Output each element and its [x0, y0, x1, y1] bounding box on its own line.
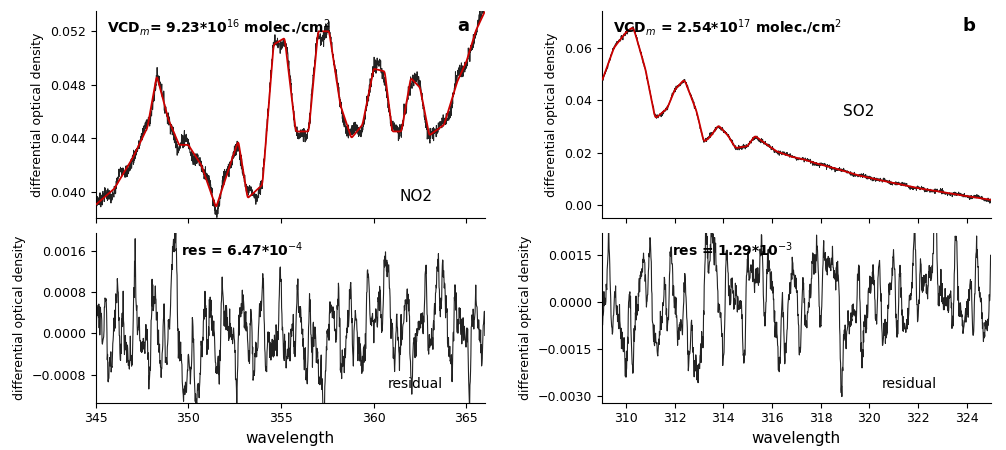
Y-axis label: differential optical density: differential optical density	[31, 32, 44, 197]
X-axis label: wavelength: wavelength	[751, 431, 841, 446]
X-axis label: wavelength: wavelength	[245, 431, 335, 446]
Text: b: b	[963, 18, 976, 36]
Text: residual: residual	[387, 377, 443, 391]
Text: residual: residual	[882, 377, 937, 391]
Y-axis label: differential optical density: differential optical density	[13, 236, 26, 400]
Text: VCD$_m$= 9.23*10$^{16}$ molec./cm$^2$: VCD$_m$= 9.23*10$^{16}$ molec./cm$^2$	[108, 18, 331, 38]
Text: VCD$_m$ = 2.54*10$^{17}$ molec./cm$^2$: VCD$_m$ = 2.54*10$^{17}$ molec./cm$^2$	[614, 18, 842, 38]
Text: res = 1.29*10$^{-3}$: res = 1.29*10$^{-3}$	[672, 240, 793, 259]
Y-axis label: differential optical density: differential optical density	[545, 32, 558, 197]
Y-axis label: differential optical density: differential optical density	[519, 236, 532, 400]
Text: SO2: SO2	[843, 104, 874, 119]
Text: NO2: NO2	[399, 189, 433, 204]
Text: a: a	[458, 18, 469, 36]
Text: res = 6.47*10$^{-4}$: res = 6.47*10$^{-4}$	[181, 240, 304, 259]
